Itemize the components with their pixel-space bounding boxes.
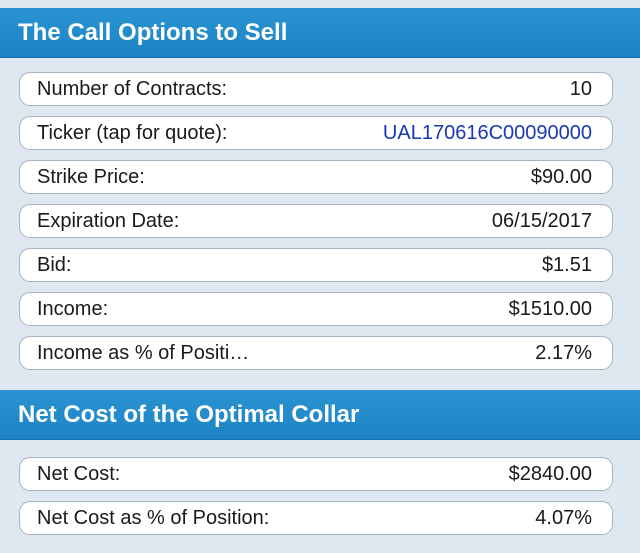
row-label: Strike Price: [37,165,145,188]
row-label: Net Cost: [37,462,121,485]
ticker-quote-link[interactable]: UAL170616C00090000 [382,121,592,144]
call-options-header: The Call Options to Sell [0,8,640,58]
row-value: 10 [569,77,592,100]
row-strike-price: Strike Price: $90.00 [19,160,613,194]
row-expiration-date: Expiration Date: 06/15/2017 [19,204,613,238]
row-label: Expiration Date: [37,209,180,232]
row-value: $1.51 [541,253,592,276]
row-label: Income: [37,297,109,320]
row-net-cost-percent: Net Cost as % of Position: 4.07% [19,501,613,535]
row-net-cost: Net Cost: $2840.00 [19,457,613,491]
row-bid: Bid: $1.51 [19,248,613,282]
row-label: Ticker (tap for quote): [37,121,228,144]
call-options-list: Number of Contracts: 10 Ticker (tap for … [19,72,613,380]
row-value: $1510.00 [508,297,592,320]
row-income: Income: $1510.00 [19,292,613,326]
row-label: Number of Contracts: [37,77,228,100]
row-value: 4.07% [535,506,592,529]
net-cost-title: Net Cost of the Optimal Collar [18,401,360,428]
row-value: $2840.00 [508,462,592,485]
net-cost-list: Net Cost: $2840.00 Net Cost as % of Posi… [19,457,613,545]
row-label: Bid: [37,253,72,276]
row-ticker[interactable]: Ticker (tap for quote): UAL170616C000900… [19,116,613,150]
row-value: 06/15/2017 [491,209,592,232]
row-income-percent: Income as % of Positi… 2.17% [19,336,613,370]
row-label: Income as % of Positi… [37,341,250,364]
row-value: $90.00 [530,165,592,188]
row-value: 2.17% [535,341,592,364]
net-cost-header: Net Cost of the Optimal Collar [0,390,640,440]
row-number-of-contracts: Number of Contracts: 10 [19,72,613,106]
row-label: Net Cost as % of Position: [37,506,270,529]
call-options-title: The Call Options to Sell [18,19,288,46]
